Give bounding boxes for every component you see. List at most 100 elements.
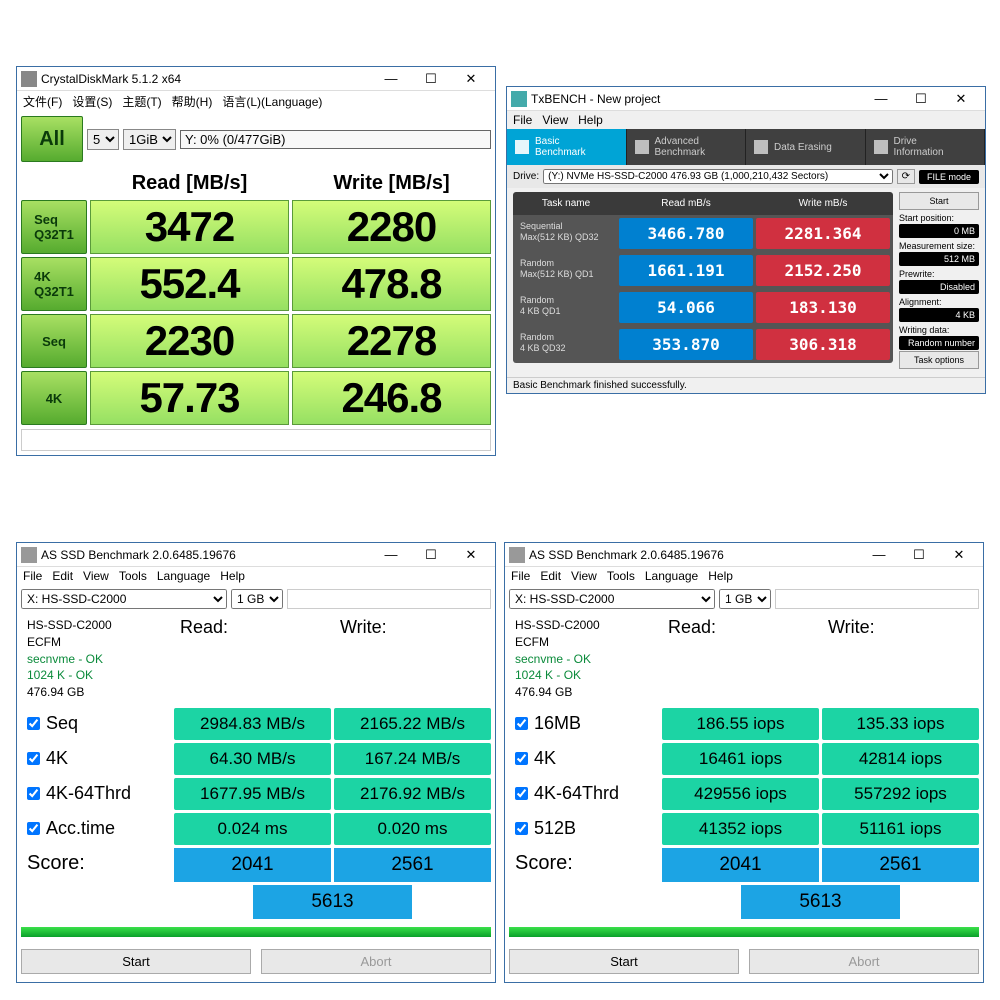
row-checkbox[interactable] [27,787,40,800]
menu-item[interactable]: Language [645,569,698,583]
minimize-button[interactable]: — [861,88,901,110]
seq-q32t1-write: 2280 [292,200,491,254]
abort-button[interactable]: Abort [261,949,491,974]
prewrite-value[interactable]: Disabled [899,280,979,294]
titlebar[interactable]: CrystalDiskMark 5.1.2 x64 — ☐ ✕ [17,67,495,91]
maximize-button[interactable]: ☐ [901,88,941,110]
writing-data-value[interactable]: Random number [899,336,979,350]
minimize-button[interactable]: — [371,544,411,566]
score-read: 2041 [662,848,819,882]
4k-button[interactable]: 4K [21,371,87,425]
read-header: Read [MB/s] [90,170,289,197]
4k-q32t1-write: 478.8 [292,257,491,311]
menu-help[interactable]: Help [578,113,603,127]
file-mode-button[interactable]: FILE mode [919,170,979,184]
row-label[interactable]: 16MB [509,708,659,740]
menu-item[interactable]: Help [220,569,245,583]
tab-erase[interactable]: Data Erasing [746,129,866,165]
size-select[interactable]: 1 GB [231,589,283,609]
tab-basic[interactable]: Basic Benchmark [507,129,627,165]
titlebar[interactable]: AS SSD Benchmark 2.0.6485.19676 — ☐ ✕ [17,543,495,567]
abort-button[interactable]: Abort [749,949,979,974]
window-title: AS SSD Benchmark 2.0.6485.19676 [41,548,236,562]
write-value: 167.24 MB/s [334,743,491,775]
menu-item[interactable]: Edit [52,569,73,583]
titlebar[interactable]: TxBENCH - New project — ☐ ✕ [507,87,985,111]
row-checkbox[interactable] [515,822,528,835]
menu-help[interactable]: 帮助(H) [172,93,213,110]
menu-item[interactable]: Language [157,569,210,583]
menu-item[interactable]: File [23,569,42,583]
row-label[interactable]: 4K-64Thrd [509,778,659,810]
row-checkbox[interactable] [515,787,528,800]
minimize-button[interactable]: — [859,544,899,566]
info-icon [874,140,888,154]
start-pos-value[interactable]: 0 MB [899,224,979,238]
menu-item[interactable]: Tools [119,569,147,583]
read-value: 186.55 iops [662,708,819,740]
tab-advanced[interactable]: Advanced Benchmark [627,129,747,165]
read-value: 41352 iops [662,813,819,845]
drive-select[interactable]: X: HS-SSD-C2000 [509,589,715,609]
seq-button[interactable]: Seq [21,314,87,368]
close-button[interactable]: ✕ [451,544,491,566]
alignment-value[interactable]: 4 KB [899,308,979,322]
menu-item[interactable]: Tools [607,569,635,583]
menu-settings[interactable]: 设置(S) [72,93,112,110]
menu-item[interactable]: Edit [540,569,561,583]
read-value: 1677.95 MB/s [174,778,331,810]
drive-select[interactable]: X: HS-SSD-C2000 [21,589,227,609]
tab-info[interactable]: Drive Information [866,129,986,165]
size-select[interactable]: 1 GB [719,589,771,609]
row-label[interactable]: 512B [509,813,659,845]
menu-item[interactable]: File [511,569,530,583]
row-label: Random 4 KB QD1 [516,292,616,323]
row-checkbox[interactable] [27,822,40,835]
meas-size-value[interactable]: 512 MB [899,252,979,266]
menu-language[interactable]: 语言(L)(Language) [222,93,322,110]
refresh-button[interactable]: ⟳ [897,169,915,184]
menu-item[interactable]: View [83,569,109,583]
maximize-button[interactable]: ☐ [411,68,451,90]
menu-file[interactable]: 文件(F) [23,93,62,110]
drive-select[interactable]: Y: 0% (0/477GiB) [180,130,491,149]
seq-write: 2278 [292,314,491,368]
row-checkbox[interactable] [515,752,528,765]
start-button[interactable]: Start [899,192,979,210]
minimize-button[interactable]: — [371,68,411,90]
size-select[interactable]: 1GiB [123,129,176,150]
maximize-button[interactable]: ☐ [411,544,451,566]
empty-field [775,589,979,609]
row-checkbox[interactable] [27,717,40,730]
menu-item[interactable]: Help [708,569,733,583]
row-label[interactable]: Seq [21,708,171,740]
menu-view[interactable]: View [542,113,568,127]
close-button[interactable]: ✕ [941,88,981,110]
4k-q32t1-button[interactable]: 4K Q32T1 [21,257,87,311]
asssd-window-1: AS SSD Benchmark 2.0.6485.19676 — ☐ ✕ Fi… [16,542,496,983]
row-label[interactable]: 4K-64Thrd [21,778,171,810]
start-button[interactable]: Start [21,949,251,974]
runs-select[interactable]: 5 [87,129,119,150]
menu-file[interactable]: File [513,113,532,127]
read-value: 3466.780 [619,218,753,249]
row-checkbox[interactable] [27,752,40,765]
maximize-button[interactable]: ☐ [899,544,939,566]
row-checkbox[interactable] [515,717,528,730]
seq-q32t1-button[interactable]: Seq Q32T1 [21,200,87,254]
row-label[interactable]: 4K [509,743,659,775]
row-label[interactable]: Acc.time [21,813,171,845]
menu-item[interactable]: View [571,569,597,583]
drive-select[interactable]: (Y:) NVMe HS-SSD-C2000 476.93 GB (1,000,… [543,169,892,184]
task-options-button[interactable]: Task options [899,351,979,369]
all-button[interactable]: All [21,116,83,162]
read-header: Read: [662,613,819,705]
write-value: 183.130 [756,292,890,323]
bars-icon [635,140,649,154]
row-label[interactable]: 4K [21,743,171,775]
close-button[interactable]: ✕ [939,544,979,566]
close-button[interactable]: ✕ [451,68,491,90]
titlebar[interactable]: AS SSD Benchmark 2.0.6485.19676 — ☐ ✕ [505,543,983,567]
start-button[interactable]: Start [509,949,739,974]
menu-theme[interactable]: 主题(T) [122,93,161,110]
